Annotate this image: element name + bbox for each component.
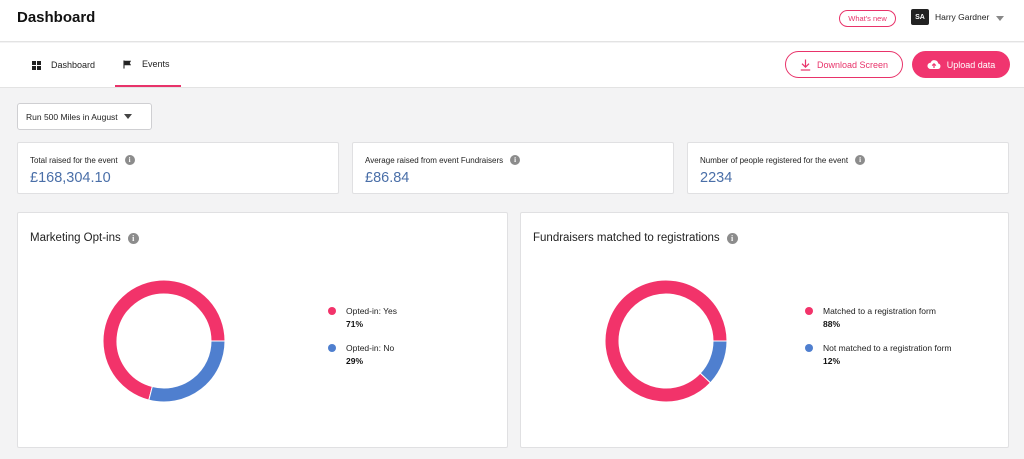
donut-slice[interactable] (604, 279, 728, 403)
info-icon[interactable]: i (855, 155, 866, 165)
stat-card-registered: Number of people registered for the even… (687, 142, 1009, 194)
chart-legend: Opted-in: Yes 71% Opted-in: No 29% (328, 306, 397, 380)
tab-events[interactable]: Events (115, 43, 181, 87)
cloud-upload-icon (927, 60, 941, 69)
donut-chart (102, 279, 226, 403)
stat-card-average-raised: Average raised from event Fundraisers i … (352, 142, 674, 194)
caret-down-icon (123, 114, 132, 119)
legend-label: Not matched to a registration form (823, 343, 952, 353)
avatar[interactable]: SA (911, 9, 929, 25)
chart-card-fundraisers-matched: Fundraisers matched to registrations i M… (520, 212, 1009, 448)
legend-dot (805, 307, 813, 315)
donut-slice[interactable] (102, 279, 226, 401)
upload-data-button[interactable]: Upload data (912, 51, 1010, 78)
chart-title: Marketing Opt-ins (30, 232, 121, 244)
legend-value: 29% (346, 356, 364, 366)
page-title: Dashboard (17, 9, 96, 26)
legend-value: 88% (823, 319, 841, 329)
info-icon[interactable]: i (726, 232, 738, 244)
nav-bar: Dashboard Events Download Screen Upload … (0, 43, 1024, 88)
stat-value: 2234 (700, 170, 733, 186)
event-select-value: Run 500 Miles in August (26, 111, 118, 122)
tab-label: Events (142, 59, 170, 69)
legend-dot (328, 307, 336, 315)
donut-slice[interactable] (148, 340, 226, 403)
info-icon[interactable]: i (127, 232, 139, 244)
stat-card-total-raised: Total raised for the event i £168,304.10 (17, 142, 339, 194)
stat-label: Number of people registered for the even… (700, 155, 849, 165)
grid-icon (32, 60, 41, 70)
legend-label: Opted-in: No (346, 343, 395, 353)
tab-label: Dashboard (51, 60, 96, 70)
legend-value: 12% (823, 356, 841, 366)
download-icon (800, 59, 811, 71)
legend-dot (805, 344, 813, 352)
info-icon[interactable]: i (510, 155, 521, 165)
legend-label: Opted-in: Yes (346, 306, 398, 316)
chevron-down-icon[interactable] (996, 16, 1004, 21)
legend-item: Matched to a registration form 88% (805, 306, 952, 329)
download-screen-button[interactable]: Download Screen (785, 51, 903, 78)
user-name[interactable]: Harry Gardner (935, 12, 990, 22)
whats-new-button[interactable]: What's new (839, 10, 896, 27)
legend-item: Opted-in: Yes 71% (328, 306, 397, 329)
stat-label: Average raised from event Fundraisers (365, 155, 504, 165)
chart-legend: Matched to a registration form 88% Not m… (805, 306, 952, 380)
legend-item: Not matched to a registration form 12% (805, 343, 952, 366)
upload-label: Upload data (946, 59, 996, 70)
chart-title: Fundraisers matched to registrations (533, 232, 720, 244)
donut-chart (604, 279, 728, 403)
legend-dot (328, 344, 336, 352)
stat-label: Total raised for the event (30, 155, 118, 165)
tab-dashboard[interactable]: Dashboard (22, 43, 112, 87)
flag-icon (123, 59, 132, 69)
legend-label: Matched to a registration form (823, 306, 936, 316)
download-label: Download Screen (816, 59, 889, 70)
event-select[interactable]: Run 500 Miles in August (17, 103, 152, 130)
chart-card-marketing-optins: Marketing Opt-ins i Opted-in: Yes 71% Op… (17, 212, 508, 448)
legend-item: Opted-in: No 29% (328, 343, 397, 366)
top-bar: Dashboard What's new SA Harry Gardner (0, 0, 1024, 42)
stat-value: £168,304.10 (30, 170, 111, 186)
legend-value: 71% (346, 319, 364, 329)
stat-value: £86.84 (365, 170, 410, 186)
info-icon[interactable]: i (124, 155, 135, 165)
donut-slice[interactable] (699, 340, 728, 384)
